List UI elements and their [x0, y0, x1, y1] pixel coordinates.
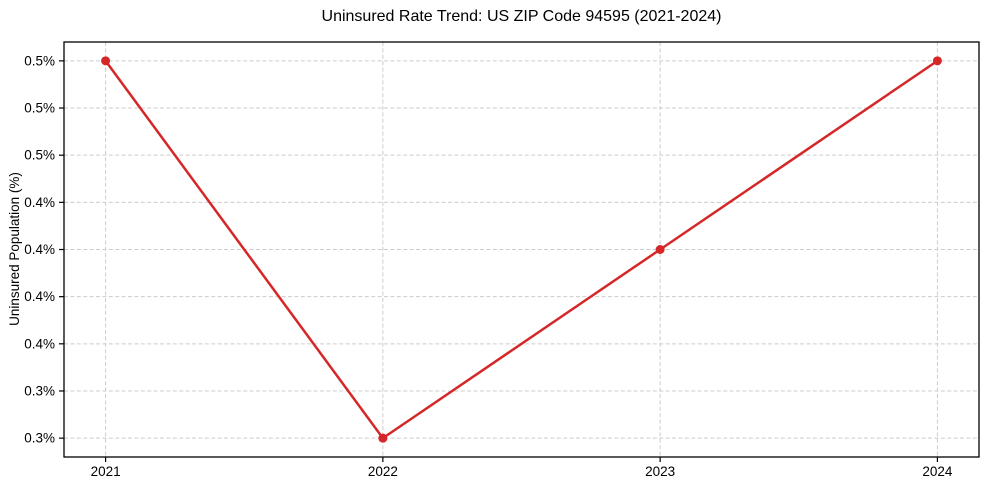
y-tick-label: 0.5% — [24, 148, 55, 163]
data-point-marker — [932, 56, 942, 66]
y-tick-label: 0.4% — [24, 289, 55, 304]
data-point-marker — [101, 56, 111, 66]
x-tick-label: 2023 — [645, 464, 675, 479]
x-tick-label: 2021 — [91, 464, 121, 479]
chart-title: Uninsured Rate Trend: US ZIP Code 94595 … — [321, 8, 722, 25]
y-tick-label: 0.5% — [24, 101, 55, 116]
data-point-marker — [655, 245, 665, 254]
y-tick-label: 0.4% — [24, 242, 55, 257]
y-tick-label: 0.3% — [24, 431, 55, 446]
y-tick-label: 0.3% — [24, 383, 55, 398]
y-tick-label: 0.5% — [24, 53, 55, 68]
trend-line — [104, 59, 939, 440]
x-tick-label: 2022 — [368, 464, 398, 479]
y-tick-label: 0.4% — [24, 336, 55, 351]
plot-border — [63, 41, 980, 458]
y-tick-label: 0.4% — [24, 195, 55, 210]
data-point-marker — [378, 433, 388, 443]
x-tick-label: 2024 — [922, 464, 953, 479]
